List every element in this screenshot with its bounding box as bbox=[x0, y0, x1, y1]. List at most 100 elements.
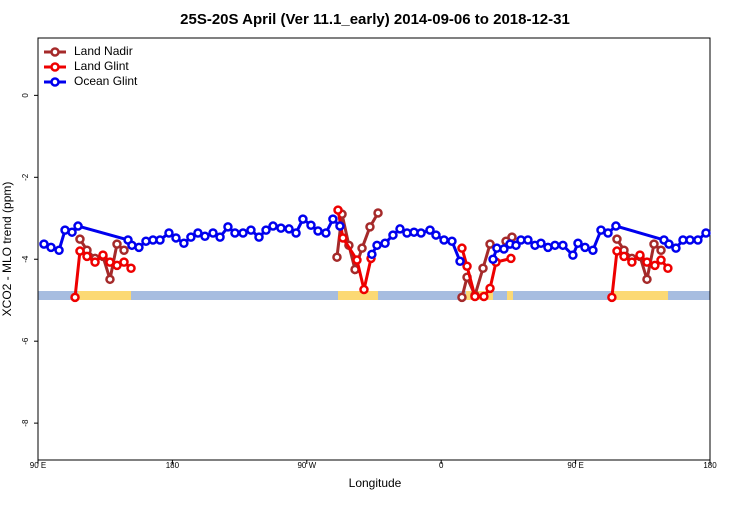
data-point bbox=[619, 251, 629, 262]
data-point bbox=[126, 263, 136, 274]
data-point bbox=[186, 232, 196, 242]
legend-marker bbox=[50, 62, 60, 72]
y-tick-label: -4 bbox=[21, 255, 30, 263]
x-tick-label: 180 bbox=[703, 461, 717, 470]
data-point bbox=[664, 239, 674, 249]
data-point bbox=[588, 245, 598, 255]
data-point bbox=[352, 255, 362, 265]
data-point bbox=[603, 228, 613, 238]
data-point bbox=[75, 234, 85, 244]
x-tick-label: 180 bbox=[166, 461, 180, 470]
data-point bbox=[380, 238, 390, 249]
data-point bbox=[506, 253, 516, 264]
data-point bbox=[119, 245, 129, 255]
data-point bbox=[416, 228, 426, 238]
chart-title: 25S-20S April (Ver 11.1_early) 2014-09-0… bbox=[180, 11, 570, 28]
x-tick-label: 90 W bbox=[297, 461, 316, 470]
data-point bbox=[656, 245, 666, 255]
x-tick-label: 90 E bbox=[30, 461, 46, 470]
plot-frame bbox=[37, 37, 711, 461]
data-point bbox=[499, 244, 509, 254]
data-point bbox=[321, 228, 331, 238]
y-tick-label: -2 bbox=[21, 173, 30, 181]
data-point bbox=[82, 251, 92, 262]
series bbox=[75, 208, 666, 303]
data-point bbox=[635, 250, 645, 260]
data-point bbox=[395, 224, 405, 234]
data-point bbox=[479, 291, 489, 302]
data-point bbox=[536, 238, 546, 249]
data-point bbox=[75, 246, 85, 256]
y-tick-label: -8 bbox=[21, 419, 30, 427]
data-point bbox=[155, 235, 165, 245]
legend-label: Land Nadir bbox=[74, 44, 133, 58]
legend-label: Land Glint bbox=[74, 59, 129, 73]
x-axis-label: Longitude bbox=[349, 476, 402, 490]
data-point bbox=[488, 254, 498, 264]
data-point bbox=[627, 257, 637, 267]
data-point bbox=[98, 250, 108, 260]
data-point bbox=[338, 233, 348, 243]
data-point bbox=[485, 239, 495, 249]
data-point bbox=[485, 283, 495, 294]
legend-label: Ocean Glint bbox=[74, 74, 138, 88]
data-point bbox=[656, 255, 666, 265]
data-point bbox=[611, 221, 621, 231]
data-point bbox=[70, 292, 80, 303]
data-point bbox=[367, 249, 377, 260]
data-point bbox=[246, 225, 256, 235]
data-point bbox=[357, 243, 367, 253]
x-tick-label: 90 E bbox=[567, 461, 583, 470]
data-point bbox=[134, 242, 144, 253]
data-point bbox=[388, 230, 398, 240]
data-point bbox=[663, 263, 673, 274]
data-point bbox=[179, 238, 189, 249]
data-point bbox=[568, 250, 578, 260]
data-point bbox=[685, 235, 695, 245]
data-point bbox=[223, 222, 233, 232]
data-point bbox=[478, 263, 488, 274]
data-point bbox=[328, 214, 338, 224]
data-point bbox=[200, 231, 210, 242]
data-point bbox=[313, 226, 323, 236]
data-point bbox=[580, 242, 590, 253]
y-axis-label: XCO2 - MLO trend (ppm) bbox=[0, 182, 14, 317]
data-point bbox=[230, 228, 240, 238]
data-point bbox=[649, 239, 659, 249]
data-point bbox=[105, 257, 115, 267]
data-point bbox=[73, 221, 83, 231]
data-point bbox=[447, 236, 457, 246]
data-point bbox=[46, 242, 56, 253]
data-point bbox=[372, 240, 382, 251]
data-point bbox=[425, 225, 435, 235]
data-point bbox=[439, 235, 449, 245]
data-point bbox=[332, 252, 342, 262]
data-point bbox=[171, 233, 181, 243]
data-point bbox=[298, 214, 308, 224]
y-tick-label: -6 bbox=[21, 337, 30, 345]
data-point bbox=[268, 221, 278, 231]
data-point bbox=[333, 205, 343, 215]
data-point bbox=[365, 222, 375, 232]
data-point bbox=[431, 230, 441, 240]
data-point bbox=[612, 234, 622, 244]
data-point bbox=[215, 232, 225, 242]
x-tick-label: 0 bbox=[439, 461, 444, 470]
data-point bbox=[54, 245, 64, 255]
data-point bbox=[550, 240, 560, 251]
data-point bbox=[284, 224, 294, 234]
data-point bbox=[276, 223, 286, 233]
data-point bbox=[607, 292, 617, 303]
data-point bbox=[671, 243, 681, 253]
y-tick-label: 0 bbox=[21, 93, 30, 98]
data-point bbox=[208, 228, 218, 238]
data-point bbox=[67, 227, 77, 237]
data-point bbox=[455, 256, 465, 267]
data-point bbox=[457, 243, 467, 253]
data-point bbox=[335, 221, 345, 231]
data-point bbox=[306, 220, 316, 230]
data-point bbox=[238, 228, 248, 238]
data-point bbox=[39, 239, 49, 249]
